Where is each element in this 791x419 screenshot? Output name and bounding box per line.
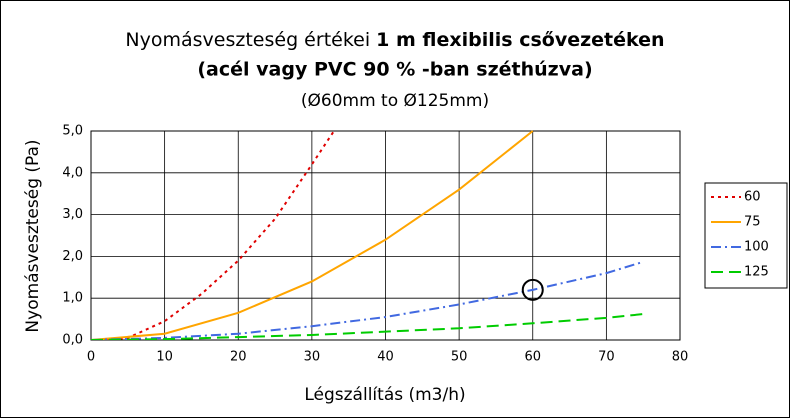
series-line [91,130,534,340]
legend-box [704,182,788,289]
x-tick-label: 60 [524,350,541,365]
chart-subtitle: (acél vagy PVC 90 % -ban széthúzva) [197,59,592,81]
chart-subtitle2: (Ø60mm to Ø125mm) [301,91,489,111]
x-tick-label: 50 [451,350,468,365]
chart-title-bold: 1 m flexibilis csővezetéken [376,29,664,51]
y-tick-label: 4,0 [62,165,83,180]
x-tick-label: 20 [230,350,247,365]
legend: 60 75 100 125 [704,182,788,289]
y-tick-label: 5,0 [62,124,83,139]
x-tick-label: 80 [672,350,689,365]
x-tick-label: 70 [598,350,615,365]
y-tick-label: 2,0 [62,249,83,264]
x-tick-label: 0 [87,350,95,365]
legend-label: 75 [744,215,761,230]
x-tick-label: 30 [304,350,321,365]
y-tick-label: 1,0 [62,291,83,306]
legend-label: 60 [744,190,761,205]
series-line [91,313,644,340]
x-tick-label: 40 [377,350,394,365]
chart-title-line: Nyomásveszteség értékei 1 m flexibilis c… [125,29,664,51]
y-tick-label: 3,0 [62,207,83,222]
y-axis-label: Nyomásveszteség (Pa) [23,139,43,332]
highlight-circle [521,278,544,301]
y-tick-label: 0,0 [62,333,83,348]
x-tick-label: 10 [156,350,173,365]
chart-title: Nyomásveszteség értékei [125,29,370,51]
legend-label: 125 [744,265,769,280]
series-line [91,260,644,340]
x-axis-label: Légszállítás (m3/h) [304,385,465,405]
legend-label: 100 [744,240,769,255]
series-line [105,130,335,340]
